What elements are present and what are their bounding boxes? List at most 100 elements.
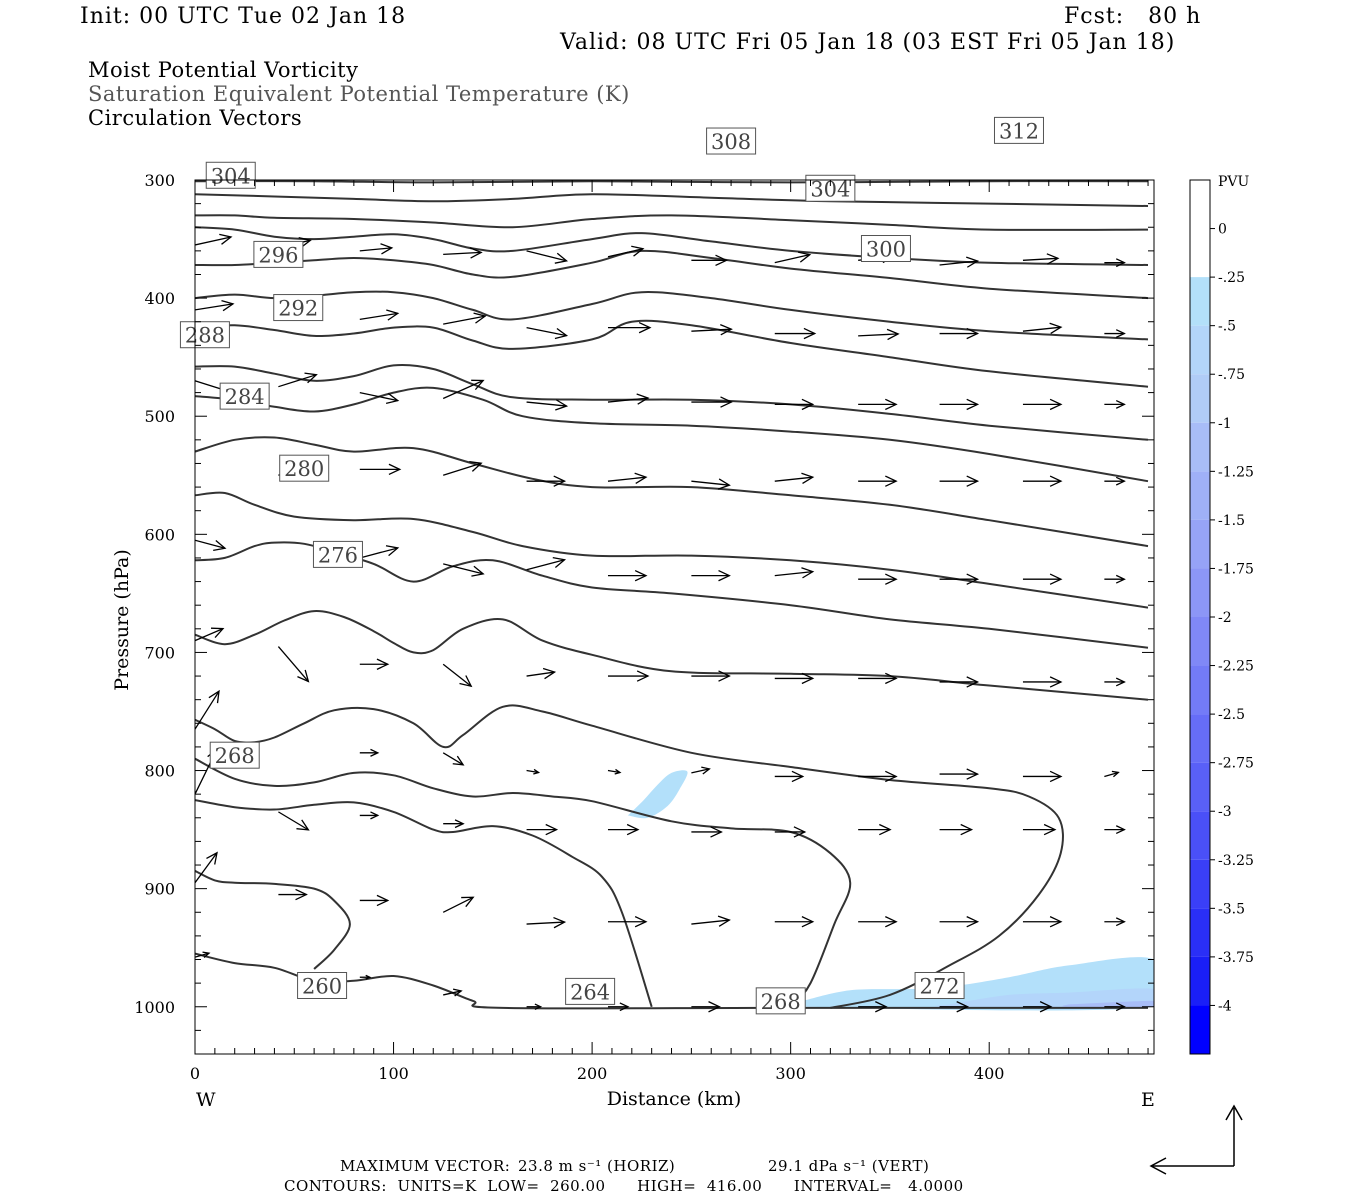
circulation-vector [1022,475,1063,487]
colorbar-level-label: -.75 [1218,367,1245,383]
contour-label-box [297,971,348,999]
circulation-vector [858,398,898,411]
circulation-vector [1022,676,1063,688]
circulation-vector [1022,322,1063,334]
circulation-vector [939,327,980,340]
colorbar-level-label: -2.75 [1218,756,1254,772]
circulation-vector [278,888,308,901]
circulation-vector [359,463,402,476]
circulation-vector [939,1001,970,1013]
circulation-vector [939,573,980,585]
contour-label: 300 [866,238,906,262]
max-vector-label: MAXIMUM VECTOR: [340,1157,511,1175]
colorbar-swatch [1190,665,1210,715]
x-end-label-west: W [196,1089,216,1111]
valid-time: Valid: 08 UTC Fri 05 Jan 18 (03 EST Fri … [560,30,1176,55]
circulation-vector [607,1002,630,1012]
circulation-vector [359,391,400,404]
contour-label-box [706,127,757,155]
circulation-vector [359,748,380,757]
theta-contour [195,386,1149,483]
colorbar-swatch [1190,617,1210,666]
contour-label: 296 [258,243,298,267]
circulation-vector [607,768,622,775]
circulation-vector [526,823,559,836]
circulation-vector [442,461,483,476]
circulation-vector [774,327,817,340]
contour-label-box [273,294,324,322]
contour-label-box [565,977,616,1005]
circulation-vector [1104,329,1126,338]
theta-contour [195,364,1149,441]
x-tick-label: 200 [577,1064,608,1083]
circulation-vector [195,233,233,246]
colorbar-swatch [1190,519,1210,569]
circulation-vector [607,472,648,484]
colorbar-swatch [1190,471,1210,520]
theta-contour [195,610,1149,701]
circulation-vector [858,1001,888,1013]
contour-label-box [993,116,1044,144]
circulation-vector [774,826,807,838]
circulation-vector [858,475,898,487]
circulation-vector [442,896,475,913]
circulation-vector [691,1001,721,1013]
contour-label: 268 [215,744,255,768]
y-tick-label: 800 [144,762,175,781]
colorbar-level-label: -4 [1218,998,1232,1014]
colorbar-level-label: -2.25 [1218,659,1254,675]
circulation-vector [1022,1001,1053,1013]
circulation-vector [691,569,731,582]
colorbar-level-label: -.25 [1218,270,1245,286]
circulation-vector [774,567,815,579]
y-tick-label: 700 [144,643,175,662]
circulation-vector [443,988,463,997]
circulation-vector [691,670,731,682]
circulation-vector [858,916,898,928]
colorbar-swatch [1190,956,1210,1006]
theta-contour [195,319,1149,388]
mpv-area [1062,1000,1154,1008]
circulation-vector [277,646,310,683]
contour-label-box [860,235,911,263]
contour-label: 304 [211,164,251,188]
colorbar-swatch [1190,568,1210,617]
circulation-vector [607,823,640,836]
circulation-vector [939,823,974,836]
circulation-vector [691,324,733,336]
circulation-vector [1022,253,1060,265]
max-vector-vert: 29.1 dPa s⁻¹ (VERT) [768,1157,930,1175]
circulation-vector [858,573,898,585]
colorbar-swatch [1190,908,1210,957]
circulation-vector [1104,574,1126,584]
circulation-vector [1022,770,1063,783]
max-vector-horiz: 23.8 m s⁻¹ (HORIZ) [518,1157,676,1175]
circulation-vector [858,823,892,836]
circulation-vector [774,251,812,264]
circulation-vector [939,916,980,928]
reference-vector-icon [1149,1104,1243,1175]
circulation-vector [607,245,645,258]
theta-contour [195,541,1149,649]
colorbar-swatch [1190,374,1210,423]
init-time: Init: 00 UTC Tue 02 Jan 18 [80,4,407,29]
circulation-vector [526,250,569,264]
circulation-vector [607,670,650,682]
circulation-vector [939,676,980,688]
theta-contour [195,757,852,1009]
contour-label: 280 [284,457,324,481]
y-tick-label: 400 [144,289,175,308]
circulation-vector [858,328,900,341]
circulation-vector [278,811,310,831]
field-vectors: Circulation Vectors [88,106,303,130]
contour-label-box [253,240,304,268]
colorbar-level-label: -3.25 [1218,853,1254,869]
y-tick-label: 1000 [134,998,175,1017]
circulation-vector [1022,916,1063,928]
contour-label-box [279,454,330,482]
contour-label: 312 [999,119,1039,143]
circulation-vector [1104,677,1126,687]
circulation-vector [195,627,225,642]
colorbar-swatch [1190,277,1210,326]
contour-label-box [209,741,260,769]
